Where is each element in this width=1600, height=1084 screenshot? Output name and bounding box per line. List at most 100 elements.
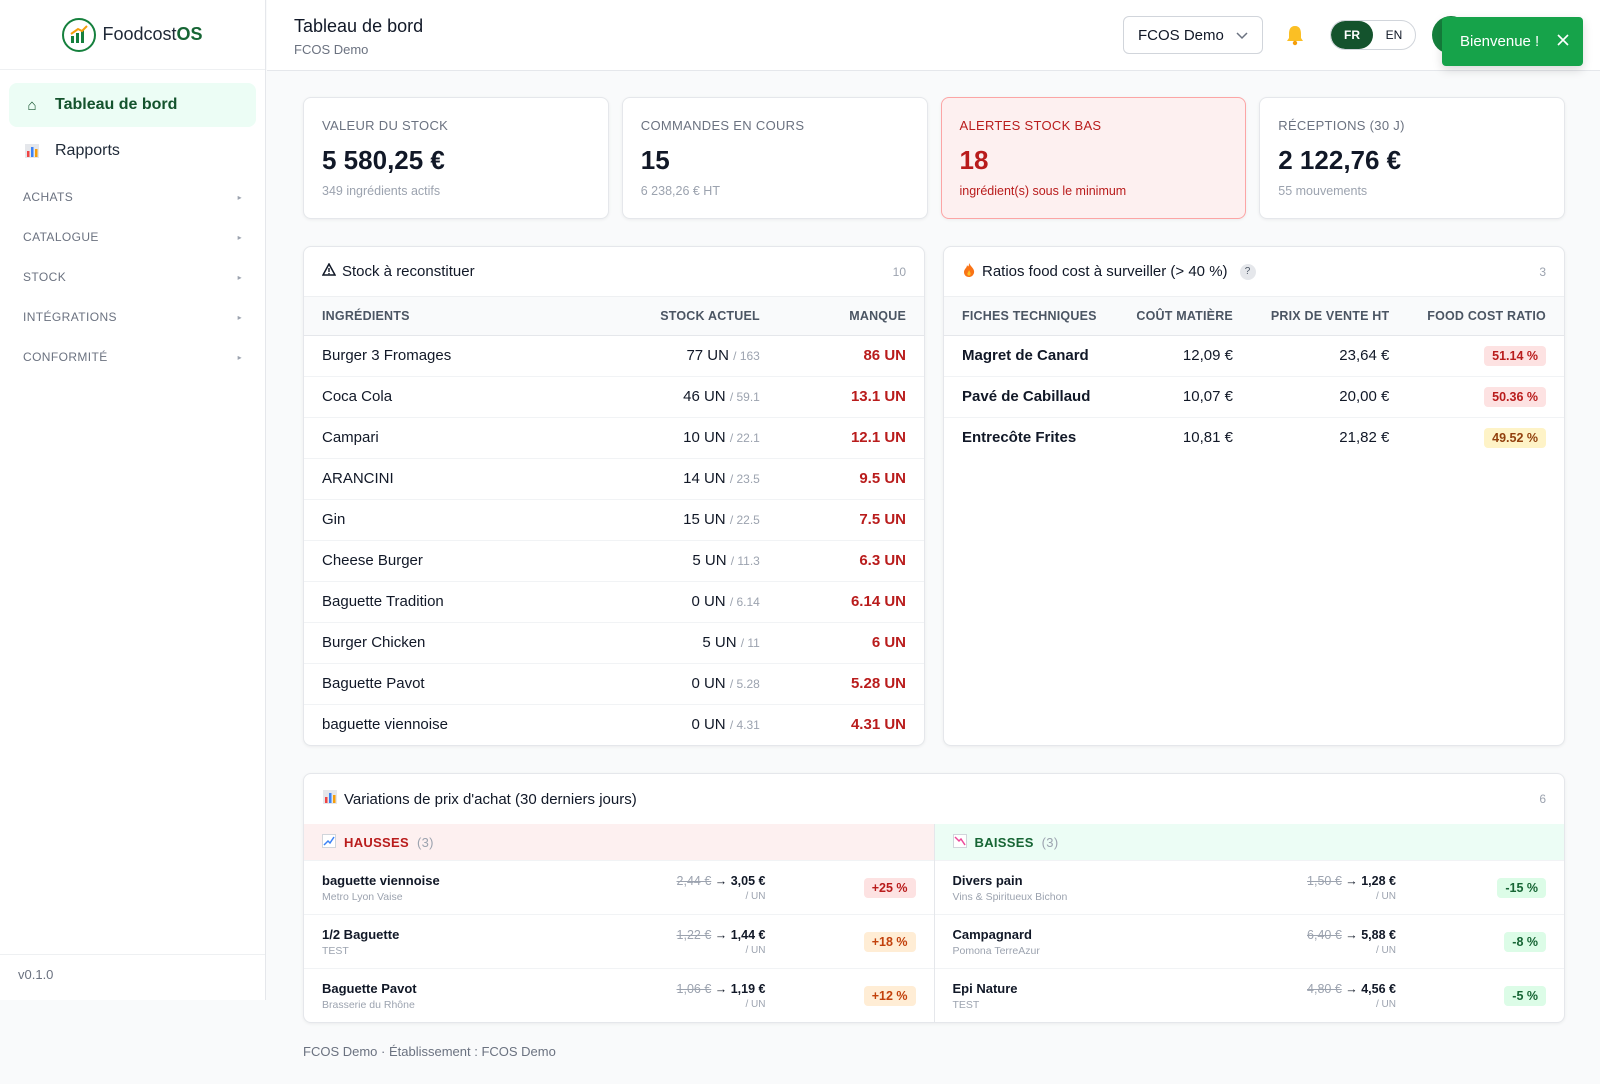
- table-row[interactable]: Entrecôte Frites 10,81 € 21,82 € 49.52 %: [944, 417, 1564, 458]
- page-footer: FCOS Demo · Établissement : FCOS Demo: [303, 1044, 556, 1059]
- column-header[interactable]: FOOD COST RATIO: [1407, 297, 1564, 336]
- stock-missing: 86 UN: [777, 335, 924, 377]
- food-cost-ratio-badge: 50.36 %: [1484, 386, 1546, 407]
- list-item[interactable]: Divers pain Vins & Spiritueux Bichon 1,50 …: [934, 860, 1564, 914]
- stock-current-cell: 77 UN / 163: [564, 335, 778, 377]
- sidebar-item-reports[interactable]: Rapports: [9, 129, 256, 173]
- ingredient-name: Gin: [304, 499, 565, 541]
- close-icon[interactable]: [1557, 33, 1569, 50]
- list-item[interactable]: baguette viennoise Metro Lyon Vaise 2,44 €…: [304, 860, 934, 914]
- caret-right-icon: ▸: [237, 352, 242, 362]
- item-info: Epi Nature TEST: [953, 981, 1237, 1011]
- change-cell: -5 %: [1396, 985, 1546, 1006]
- panel-count: 10: [892, 264, 906, 279]
- sidebar-section-conformite[interactable]: CONFORMITÉ ▸: [9, 337, 256, 377]
- selling-price: 21,82 €: [1339, 429, 1390, 447]
- caret-right-icon: ▸: [237, 232, 242, 242]
- help-icon[interactable]: ?: [1239, 263, 1256, 280]
- list-item[interactable]: 1/2 Baguette TEST 1,22 € → 1,44 € / UN +18 %: [304, 914, 934, 968]
- kpi-card-receptions[interactable]: RÉCEPTIONS (30 J) 2 122,76 € 55 mouvemen…: [1259, 97, 1565, 219]
- material-cost: 10,07 €: [1116, 376, 1251, 418]
- ingredient-name: Baguette Tradition: [304, 581, 565, 623]
- food-cost-panel: Ratios food cost à surveiller (> 40 %) ?…: [943, 246, 1565, 746]
- table-row[interactable]: Burger Chicken 5 UN / 11 6 UN: [304, 622, 924, 664]
- ingredient-name: ARANCINI: [304, 458, 565, 500]
- stock-current: 0 UN: [691, 716, 726, 734]
- new-price: 5,88 €: [1361, 927, 1396, 942]
- stock-current-cell: 0 UN / 4.31: [564, 704, 778, 745]
- sidebar-section-achats[interactable]: ACHATS ▸: [9, 177, 256, 217]
- chevron-down-icon: [1236, 27, 1248, 44]
- column-header[interactable]: STOCK ACTUEL: [564, 297, 778, 336]
- price-line: 2,44 € → 3,05 €: [676, 873, 766, 888]
- table-row[interactable]: Cheese Burger 5 UN / 11.3 6.3 UN: [304, 540, 924, 582]
- change-percent-badge: -8 %: [1504, 931, 1546, 952]
- list-item[interactable]: Epi Nature TEST 4,80 € → 4,56 € / UN -5 %: [934, 968, 1564, 1022]
- organization-select-value: FCOS Demo: [1138, 26, 1224, 44]
- stock-current: 5 UN: [692, 552, 727, 569]
- table-row[interactable]: Pavé de Cabillaud 10,07 €20,00 € 50.36 %: [944, 376, 1564, 418]
- price-unit: / UN: [745, 998, 766, 1010]
- item-name: Epi Nature: [952, 980, 1018, 996]
- table-row[interactable]: baguette viennoise 0 UN / 4.31 4.31 UN: [304, 704, 924, 745]
- list-item[interactable]: Baguette Pavot Brasserie du Rhône 1,06 € →…: [304, 968, 934, 1022]
- table-row[interactable]: Magret de Canard 12,09 €23,64 € 51.14 %: [944, 335, 1564, 377]
- column-header[interactable]: FICHES TECHNIQUES: [944, 297, 1117, 336]
- column-header[interactable]: COÛT MATIÈRE: [1116, 297, 1251, 336]
- bell-icon[interactable]: [1285, 24, 1305, 51]
- stock-minimum: / 23.5: [729, 472, 760, 486]
- toast-text: Bienvenue !: [1460, 33, 1540, 50]
- table-row[interactable]: Baguette Tradition 0 UN / 6.14 6.14 UN: [304, 581, 924, 623]
- sidebar-item-label: Tableau de bord: [55, 96, 178, 113]
- price-unit: / UN: [1376, 890, 1396, 902]
- table-row[interactable]: Gin 15 UN / 22.5 7.5 UN: [304, 499, 924, 541]
- topbar: Tableau de bord FCOS Demo FCOS Demo FR E…: [267, 0, 1600, 71]
- section-label: ACHATS: [23, 190, 74, 204]
- kpi-card-stock-value[interactable]: VALEUR DU STOCK 5 580,25 € 349 ingrédien…: [303, 97, 609, 219]
- sidebar-section-catalogue[interactable]: CATALOGUE ▸: [9, 217, 256, 257]
- list-item[interactable]: Campagnard Pomona TerreAzur 6,40 € → 5,88 …: [934, 914, 1564, 968]
- caret-right-icon: ▸: [237, 192, 242, 202]
- change-percent-badge: +25 %: [863, 877, 916, 898]
- table-row[interactable]: Burger 3 Fromages 77 UN / 163 86 UN: [304, 335, 924, 377]
- stock-minimum: / 59.1: [729, 390, 760, 404]
- price-change: 1,50 € → 1,28 € / UN: [1236, 874, 1396, 902]
- stock-missing: 9.5 UN: [777, 458, 924, 500]
- change-cell: +12 %: [766, 985, 916, 1006]
- lang-fr-button[interactable]: FR: [1331, 21, 1373, 49]
- price-change: 6,40 € → 5,88 € / UN: [1236, 928, 1396, 956]
- old-price: 2,44 €: [676, 873, 712, 888]
- item-name: Campagnard: [952, 926, 1032, 942]
- sidebar-section-integrations[interactable]: INTÉGRATIONS ▸: [9, 297, 256, 337]
- stock-minimum: / 4.31: [729, 718, 760, 733]
- kpi-card-low-stock-alerts[interactable]: ALERTES STOCK BAS 18 ingrédient(s) sous …: [940, 97, 1247, 219]
- section-label: CATALOGUE: [23, 230, 99, 244]
- item-name: baguette viennoise: [322, 872, 440, 888]
- organization-select[interactable]: FCOS Demo: [1123, 16, 1263, 54]
- table-row[interactable]: Campari 10 UN / 22.1 12.1 UN: [304, 417, 924, 459]
- table-row[interactable]: Coca Cola 46 UN / 59.1 13.1 UN: [304, 376, 924, 418]
- column-header[interactable]: INGRÉDIENTS: [304, 297, 565, 336]
- column-header[interactable]: PRIX DE VENTE HT: [1250, 297, 1408, 336]
- sidebar-section-stock[interactable]: STOCK ▸: [9, 257, 256, 297]
- stock-current-cell: 10 UN / 22.1: [564, 417, 778, 459]
- table-row[interactable]: Baguette Pavot 0 UN / 5.28 5.28 UN: [304, 663, 924, 705]
- app-version: v0.1.0: [0, 954, 265, 1000]
- chart-icon: [322, 789, 338, 809]
- sidebar-item-dashboard[interactable]: ⌂ Tableau de bord: [9, 83, 256, 127]
- item-info: Divers pain Vins & Spiritueux Bichon: [953, 873, 1237, 903]
- caret-right-icon: ▸: [237, 272, 242, 282]
- brand-logo[interactable]: FoodcostOS: [0, 0, 265, 70]
- table-row[interactable]: ARANCINI 14 UN / 23.5 9.5 UN: [304, 458, 924, 500]
- new-price: 1,28 €: [1361, 873, 1396, 888]
- stock-current: 0 UN: [691, 675, 726, 692]
- column-header[interactable]: MANQUE: [777, 297, 924, 336]
- stock-missing: 6.3 UN: [777, 540, 924, 582]
- kpi-card-open-orders[interactable]: COMMANDES EN COURS 15 6 238,26 € HT: [621, 97, 928, 219]
- ingredient-name: Burger 3 Fromages: [304, 335, 565, 377]
- price-change: 2,44 € → 3,05 € / UN: [606, 874, 766, 902]
- lang-en-button[interactable]: EN: [1385, 28, 1403, 42]
- item-info: 1/2 Baguette TEST: [322, 927, 606, 957]
- logo-icon: [62, 17, 97, 52]
- kpi-value: 2 122,76 €: [1278, 145, 1402, 175]
